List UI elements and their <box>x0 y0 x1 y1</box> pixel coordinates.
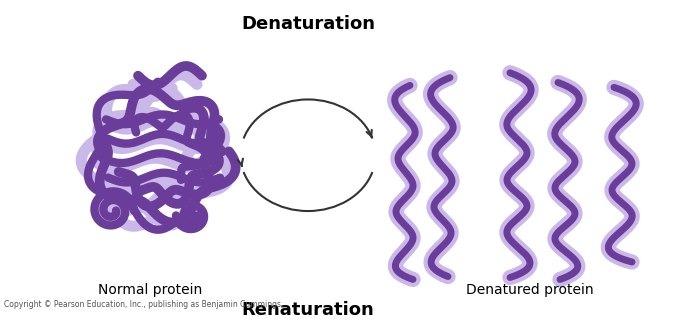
Text: Normal protein: Normal protein <box>98 283 202 297</box>
Text: Copyright © Pearson Education, Inc., publishing as Benjamin Cummings.: Copyright © Pearson Education, Inc., pub… <box>4 299 284 308</box>
Text: Denatured protein: Denatured protein <box>466 283 594 297</box>
Text: Denaturation: Denaturation <box>241 14 375 32</box>
Text: Renaturation: Renaturation <box>241 301 374 319</box>
